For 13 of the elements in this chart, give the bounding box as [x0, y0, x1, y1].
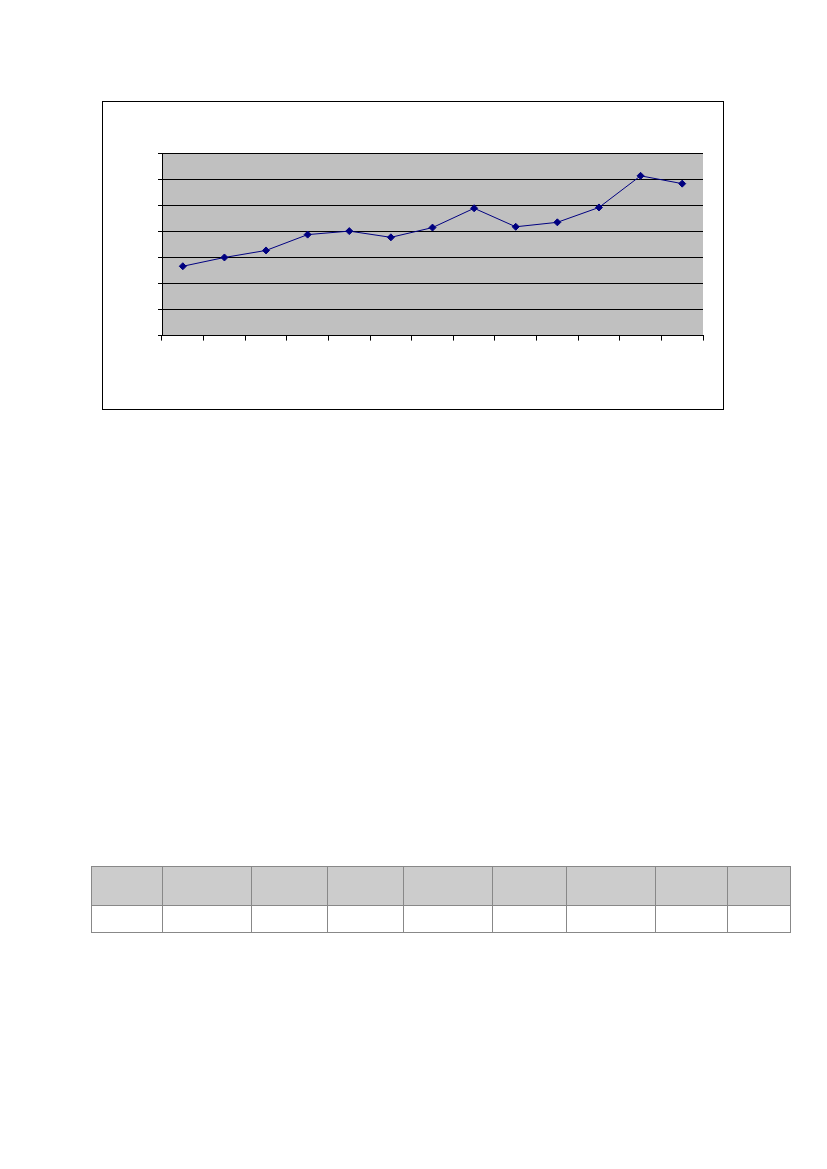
- point: [594, 203, 603, 212]
- point: [262, 246, 271, 255]
- point: [345, 227, 354, 236]
- point: [220, 253, 229, 262]
- point: [178, 262, 187, 271]
- point: [553, 218, 562, 227]
- point: [511, 222, 520, 231]
- point: [386, 233, 395, 242]
- point: [428, 223, 437, 232]
- point: [678, 179, 687, 188]
- point: [303, 230, 312, 239]
- point: [636, 171, 645, 180]
- point: [470, 204, 479, 213]
